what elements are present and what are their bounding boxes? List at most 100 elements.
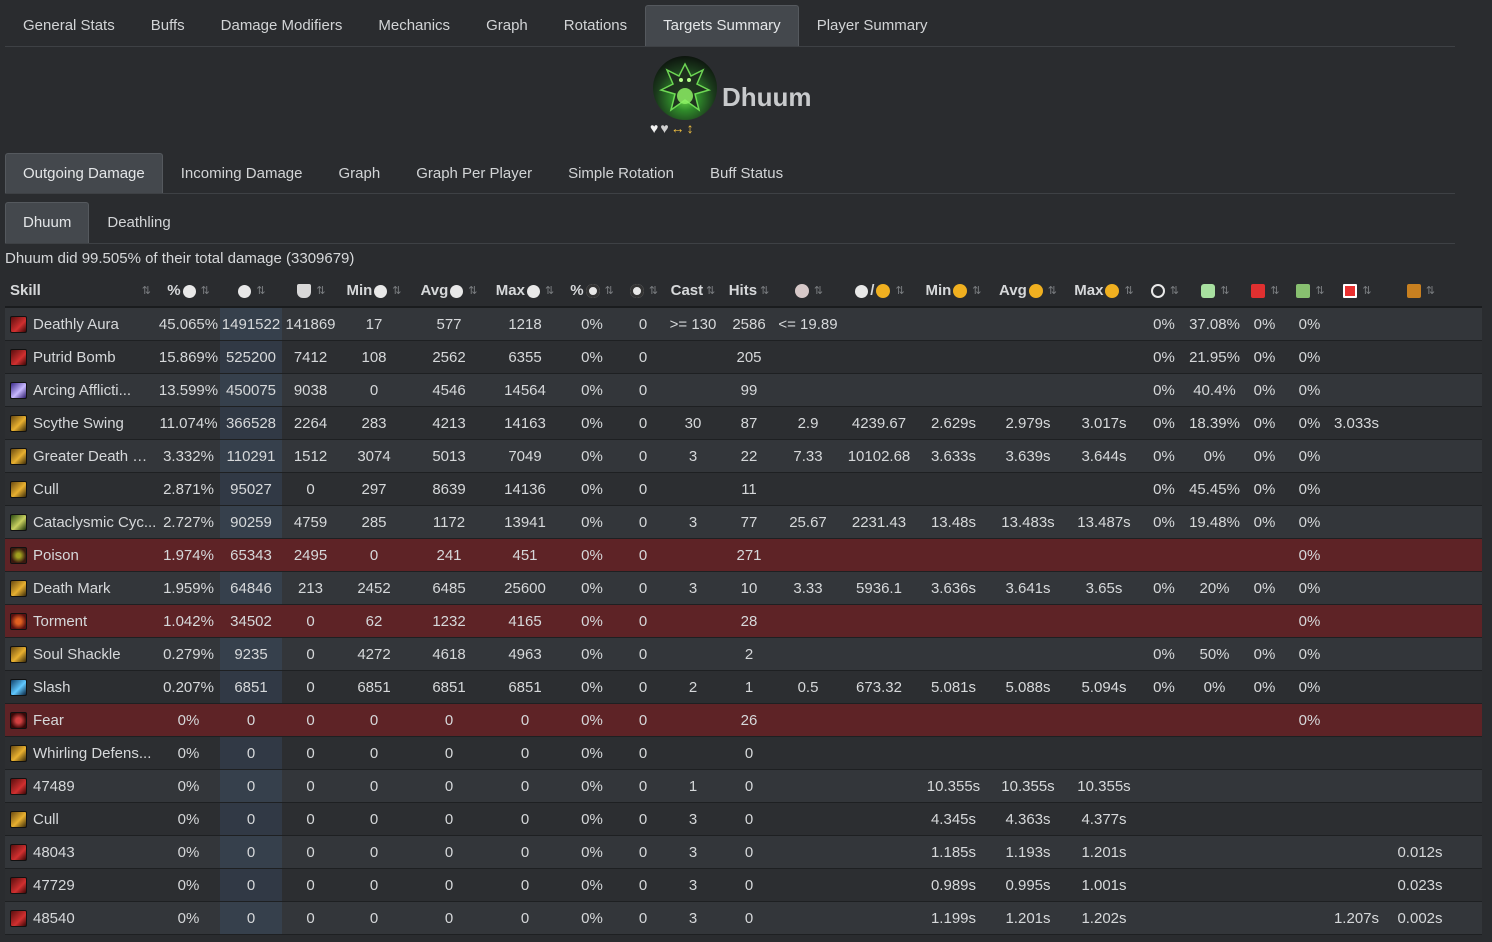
table-cell (775, 737, 841, 769)
skill-icon (10, 315, 27, 333)
tab-rotations[interactable]: Rotations (563, 17, 628, 34)
column-header-skill[interactable]: Skill ⇅ (5, 275, 157, 306)
table-cell: 0 (638, 513, 648, 531)
table-cell (990, 638, 1066, 670)
tab-damage-modifiers[interactable]: Damage Modifiers (220, 17, 343, 34)
target-tab-deathling[interactable]: Deathling (107, 214, 171, 231)
table-cell: 0 (369, 744, 379, 762)
table-cell (1066, 638, 1142, 670)
subtab-incoming-damage[interactable]: Incoming Damage (180, 165, 303, 182)
table-cell: 1.974% (163, 546, 214, 564)
table-cell: 0 (220, 902, 282, 934)
table-cell: 0% (581, 414, 603, 432)
column-header-max-damage-icon[interactable]: Max ⇅ (489, 275, 561, 306)
table-cell: 0 (520, 711, 530, 729)
sort-icon: ⇅ (1047, 285, 1057, 297)
table-cell: 1 (688, 777, 698, 795)
table-cell: 0 (444, 777, 454, 795)
column-header-avg-time-icon[interactable]: Avg ⇅ (990, 275, 1066, 306)
skill-name: Soul Shackle (33, 645, 121, 663)
table-cell: 1.959% (163, 579, 214, 597)
tab-graph[interactable]: Graph (486, 17, 528, 34)
table-cell: 3 (688, 843, 698, 861)
column-header-item-damage-icon[interactable]: % ⇅ (157, 275, 220, 306)
column-header-cast[interactable]: Cast ⇅ (663, 275, 723, 306)
column-header-item-damage-per-time-icon[interactable]: / ⇅ (841, 275, 917, 306)
table-cell: 0 (520, 843, 530, 861)
skill-icon (10, 612, 27, 630)
table-cell: 0 (520, 777, 530, 795)
column-header-col-block-icon[interactable]: ⇅ (1243, 275, 1286, 306)
column-header-min-damage-icon[interactable]: Min ⇅ (339, 275, 409, 306)
subtab-graph[interactable]: Graph (338, 165, 381, 182)
table-cell (1333, 704, 1380, 736)
table-cell (1286, 869, 1333, 901)
critical-icon (585, 284, 600, 299)
subtab-outgoing-damage[interactable]: Outgoing Damage (5, 153, 163, 193)
table-cell: 5.094s (1081, 678, 1127, 696)
column-header-hits[interactable]: Hits ⇅ (723, 275, 775, 306)
table-cell: 0 (638, 414, 648, 432)
table-cell: 0% (1153, 480, 1175, 498)
table-cell: 0% (1253, 579, 1276, 597)
table-row: Arcing Afflicti... 13.599% 450075 9038 0 4546… (5, 374, 1482, 407)
column-header-col-hits-per-cast-icon[interactable]: ⇅ (775, 275, 841, 306)
heart-icon: ♥ (650, 120, 659, 136)
table-cell: 0% (1298, 711, 1321, 729)
table-cell: 241 (436, 546, 462, 564)
column-header-col-missed-icon[interactable]: ⇅ (1333, 275, 1380, 306)
column-header-col-interrupt-icon[interactable]: ⇅ (1142, 275, 1186, 306)
table-cell: 0 (306, 810, 315, 828)
table-cell: 3.033s (1333, 414, 1380, 432)
table-cell: 205 (736, 348, 762, 366)
column-header-col-wasted-time-icon[interactable]: ⇅ (1380, 275, 1460, 306)
table-cell: 4.377s (1081, 810, 1127, 828)
table-cell: 0 (369, 843, 379, 861)
tab-player-summary[interactable]: Player Summary (816, 17, 928, 34)
column-header-col-invulnerable-icon[interactable]: ⇅ (1286, 275, 1333, 306)
target-tab-dhuum[interactable]: Dhuum (5, 202, 90, 243)
column-header-col-critical-icon[interactable]: ⇅ (623, 275, 663, 306)
sort-icon: ⇅ (648, 285, 659, 297)
table-cell (990, 539, 1066, 571)
table-cell: 141869 (285, 315, 336, 333)
table-cell: 0 (306, 678, 315, 696)
column-header-col-barrier-icon[interactable]: ⇅ (282, 275, 339, 306)
column-header-item-critical-icon[interactable]: % ⇅ (561, 275, 623, 306)
table-cell: 0 (306, 909, 315, 927)
table-cell (1142, 770, 1186, 802)
subtab-simple-rotation[interactable]: Simple Rotation (568, 165, 674, 182)
table-cell (917, 638, 990, 670)
tab-general-stats[interactable]: General Stats (23, 17, 115, 34)
tab-buffs[interactable]: Buffs (150, 17, 185, 34)
table-cell (663, 539, 723, 571)
tab-targets-summary[interactable]: Targets Summary (645, 5, 799, 46)
subtab-buff-status[interactable]: Buff Status (709, 165, 784, 182)
tab-mechanics[interactable]: Mechanics (378, 17, 451, 34)
table-cell: 25.67 (789, 513, 827, 531)
skill-icon (10, 414, 27, 432)
table-cell (1186, 869, 1243, 901)
table-cell: 11 (741, 480, 757, 498)
table-cell: 3.332% (163, 447, 214, 465)
table-row: Torment 1.042% 34502 0 62 1232 4165 0% 0 28 0% (5, 605, 1482, 638)
table-cell: 21.95% (1189, 348, 1240, 366)
column-header-avg-damage-icon[interactable]: Avg ⇅ (409, 275, 489, 306)
table-cell: 17 (365, 315, 383, 333)
table-cell (841, 341, 917, 373)
table-cell (1142, 539, 1186, 571)
column-header-col-evade-icon[interactable]: ⇅ (1186, 275, 1243, 306)
column-header-min-time-icon[interactable]: Min ⇅ (917, 275, 990, 306)
table-cell: 4165 (508, 612, 542, 630)
table-row: Soul Shackle 0.279% 9235 0 4272 4618 4963 0% 0 2 0… (5, 638, 1482, 671)
table-cell: 3 (688, 579, 698, 597)
skill-name: Slash (33, 678, 71, 696)
table-cell: 213 (297, 579, 324, 597)
column-header-col-damage-icon[interactable]: ⇅ (220, 275, 282, 306)
skill-cell: 47489 (5, 770, 157, 802)
column-header-max-time-icon[interactable]: Max ⇅ (1066, 275, 1142, 306)
table-cell: 0 (744, 777, 754, 795)
table-cell: 4213 (432, 414, 466, 432)
subtab-graph-per-player[interactable]: Graph Per Player (416, 165, 533, 182)
table-cell: 0% (177, 810, 200, 828)
